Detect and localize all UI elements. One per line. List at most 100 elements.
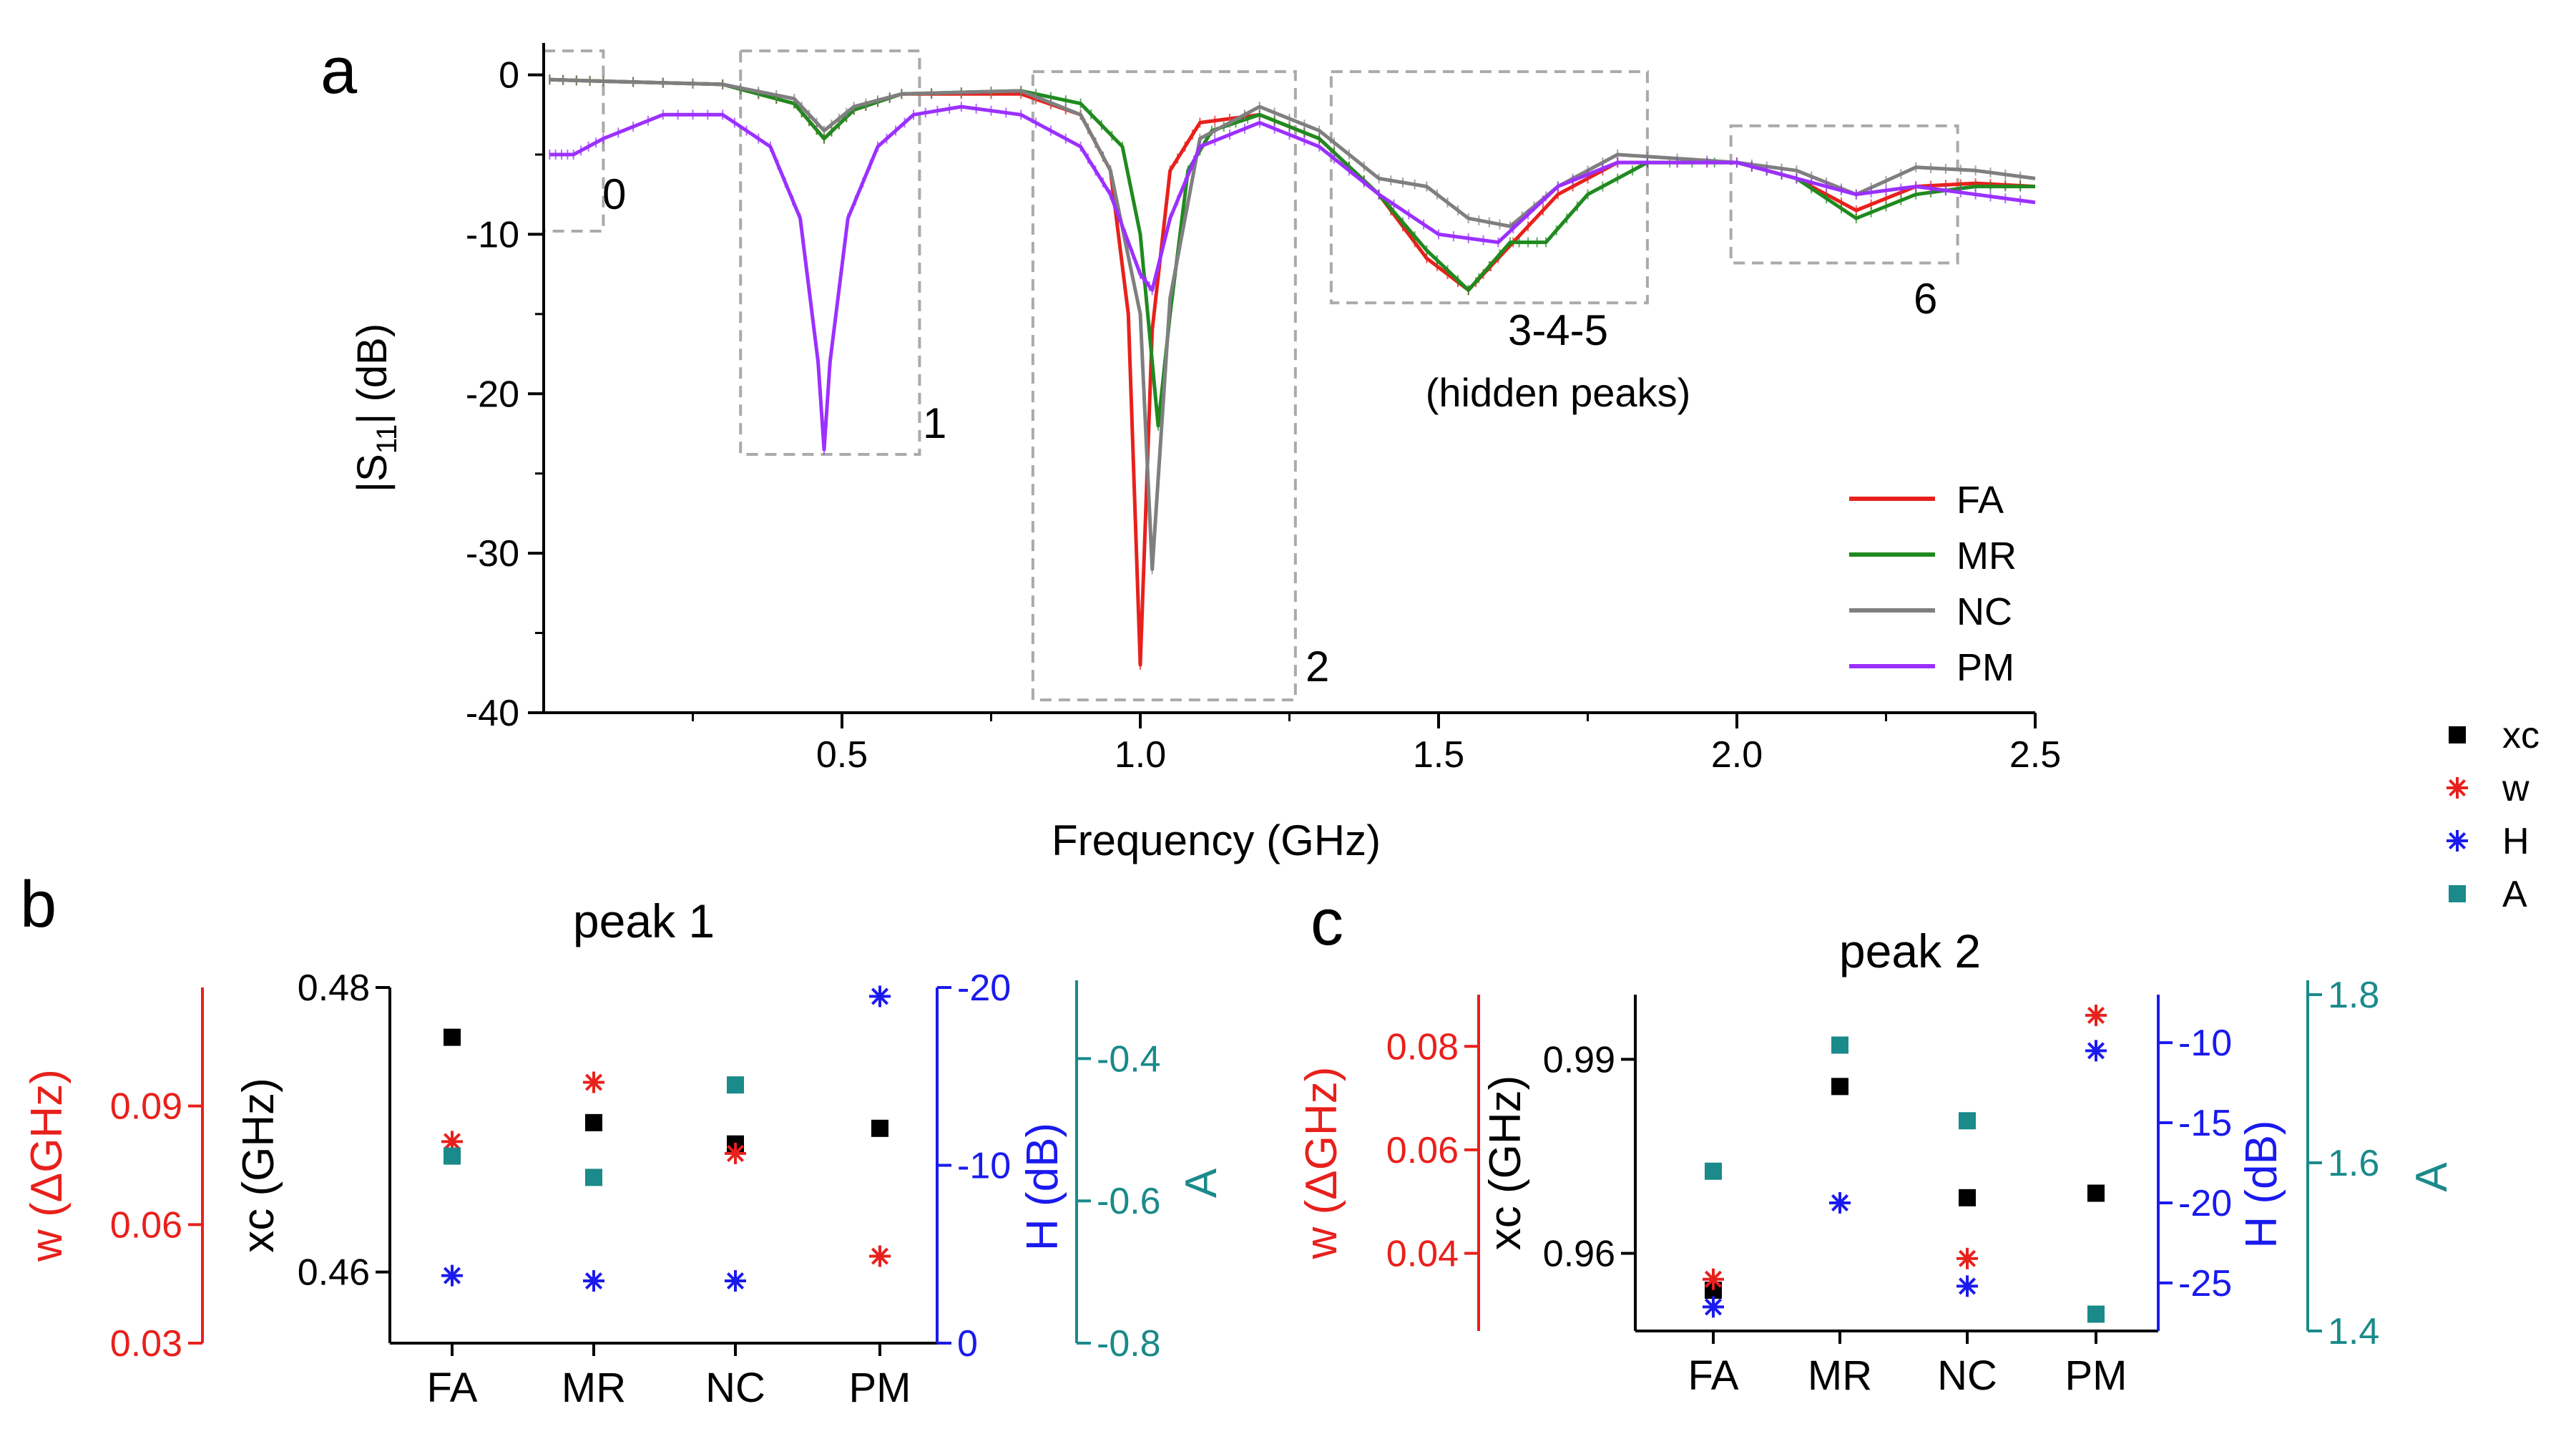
- box-label-1: 1: [923, 399, 946, 447]
- panel-label-a: a: [320, 34, 358, 107]
- A-axis-label: A: [2407, 1162, 2457, 1192]
- category-label-PM: PM: [2065, 1352, 2127, 1399]
- point-xc-FA: [444, 1028, 461, 1046]
- A-tick-label: -0.4: [1097, 1038, 1161, 1080]
- point-w-PM: [869, 1245, 891, 1267]
- x-tick-label: 1.5: [1413, 734, 1464, 776]
- point-H-PM: [869, 985, 891, 1008]
- point-w-PM-stroke: [871, 1247, 889, 1265]
- category-label-MR: MR: [1808, 1352, 1872, 1399]
- point-w-NC: [1957, 1247, 1978, 1269]
- point-A-FA: [1705, 1162, 1722, 1180]
- point-H-MR: [1829, 1191, 1851, 1214]
- y-tick-label: -20: [466, 374, 519, 415]
- point-H-FA: [1703, 1296, 1724, 1318]
- point-w-FA: [441, 1131, 463, 1153]
- box-label-345: 3-4-5: [1508, 306, 1608, 354]
- chart-b-points: [441, 985, 891, 1292]
- x-tick-label: 2.5: [2009, 734, 2061, 776]
- point-xc-NC: [1959, 1189, 1976, 1206]
- H-tick-label: -20: [957, 967, 1011, 1009]
- point-A-NC: [727, 1076, 744, 1094]
- legend-marker-H: [2447, 830, 2468, 852]
- w-tick-label: 0.06: [110, 1204, 182, 1246]
- A-tick-label: -0.8: [1097, 1323, 1161, 1365]
- xc-tick-label: 0.46: [298, 1252, 370, 1294]
- point-H-FA-stroke: [1704, 1298, 1723, 1316]
- y-tick-label: 0: [499, 55, 519, 97]
- ylabel-main: |S: [349, 454, 396, 492]
- annotation-box-3: [1329, 70, 1649, 305]
- legend-marker-xc: [2449, 726, 2466, 743]
- chart-a: 0 -10 -20 -30 -40 0.5 1.0 1.5 2.0 2.5 Frequency (…: [349, 43, 2061, 864]
- chart-a-ylabel: |S11| (dB): [349, 323, 403, 492]
- H-tick-label: -10: [2178, 1023, 2232, 1064]
- chart-c-axes: FA MR NC PM 0.99 0.96 xc (GHz) 0.08 0.06 0.04 w (Δ…: [1297, 975, 2457, 1399]
- legend-label-FA: FA: [1957, 479, 2004, 522]
- legend-text-w: w: [2502, 768, 2530, 809]
- point-w-NC: [725, 1142, 746, 1164]
- xc-axis-label: xc (GHz): [234, 1078, 283, 1253]
- point-H-NC-stroke: [1958, 1277, 1977, 1295]
- point-xc-MR: [585, 1113, 602, 1131]
- chart-c-points: [1703, 1004, 2107, 1323]
- chart-a-legend: FA MR NC PM: [1849, 479, 2017, 689]
- x-tick-label: 1.0: [1115, 734, 1166, 776]
- chart-a-xlabel: Frequency (GHz): [1052, 816, 1381, 864]
- point-H-PM: [2085, 1040, 2107, 1062]
- category-label-FA: FA: [427, 1365, 478, 1411]
- A-tick-label: 1.4: [2328, 1311, 2379, 1352]
- point-xc-PM: [871, 1119, 888, 1137]
- point-w-FA-stroke: [1704, 1270, 1723, 1288]
- point-H-MR-stroke: [1831, 1194, 1849, 1211]
- xc-axis-label: xc (GHz): [1481, 1076, 1530, 1251]
- point-w-NC-stroke: [1958, 1249, 1977, 1267]
- box-label-2: 2: [1306, 643, 1329, 691]
- point-w-NC-stroke: [726, 1144, 745, 1162]
- point-w-MR-stroke: [584, 1073, 603, 1091]
- category-label-FA: FA: [1688, 1352, 1739, 1399]
- x-tick-label: 2.0: [1711, 734, 1763, 776]
- annotation-box-2: [1031, 70, 1297, 702]
- A-tick-label: -0.6: [1097, 1181, 1161, 1222]
- w-tick-label: 0.06: [1386, 1130, 1459, 1171]
- legend-text-H: H: [2502, 821, 2530, 862]
- w-tick-label: 0.04: [1386, 1234, 1459, 1275]
- xc-tick-label: 0.99: [1543, 1039, 1615, 1081]
- point-H-PM-stroke: [2087, 1042, 2105, 1060]
- chart-b-title: peak 1: [573, 894, 715, 947]
- point-A-PM: [2087, 1305, 2105, 1323]
- box-label-6: 6: [1914, 275, 1937, 323]
- y-tick-label: -10: [466, 214, 519, 255]
- xc-tick-label: 0.48: [298, 967, 370, 1009]
- point-w-PM-stroke: [2087, 1006, 2105, 1024]
- legend-marker-H-stroke: [2448, 831, 2467, 850]
- point-H-NC-stroke: [726, 1272, 745, 1290]
- chart-a-series: [549, 74, 2036, 670]
- w-tick-label: 0.03: [110, 1323, 182, 1365]
- legend-text-A: A: [2502, 874, 2527, 915]
- point-A-MR: [585, 1169, 602, 1186]
- annotation-box-1: [739, 49, 921, 456]
- point-H-NC: [725, 1270, 746, 1292]
- point-A-NC: [1959, 1112, 1976, 1130]
- x-tick-label: 0.5: [816, 734, 868, 776]
- H-tick-label: -20: [2178, 1183, 2232, 1224]
- H-tick-label: -25: [2178, 1263, 2232, 1304]
- legend-marker-w-stroke: [2448, 779, 2467, 797]
- ylabel-tail: | (dB): [349, 323, 396, 424]
- legend-text-xc: xc: [2502, 715, 2540, 756]
- y-tick-label: -30: [466, 533, 519, 575]
- chart-a-axes: 0 -10 -20 -30 -40 0.5 1.0 1.5 2.0 2.5: [466, 43, 2061, 776]
- legend-marker-A: [2449, 885, 2466, 902]
- chart-c-title: peak 2: [1839, 925, 1981, 977]
- H-tick-label: 0: [957, 1323, 978, 1365]
- w-tick-label: 0.08: [1386, 1026, 1459, 1068]
- A-tick-label: 1.6: [2328, 1143, 2379, 1184]
- H-tick-label: -10: [957, 1146, 1011, 1187]
- legend-marker-w: [2447, 777, 2468, 799]
- y-tick-label: -40: [466, 693, 519, 734]
- point-H-MR-stroke: [584, 1272, 603, 1290]
- point-H-FA: [441, 1264, 463, 1287]
